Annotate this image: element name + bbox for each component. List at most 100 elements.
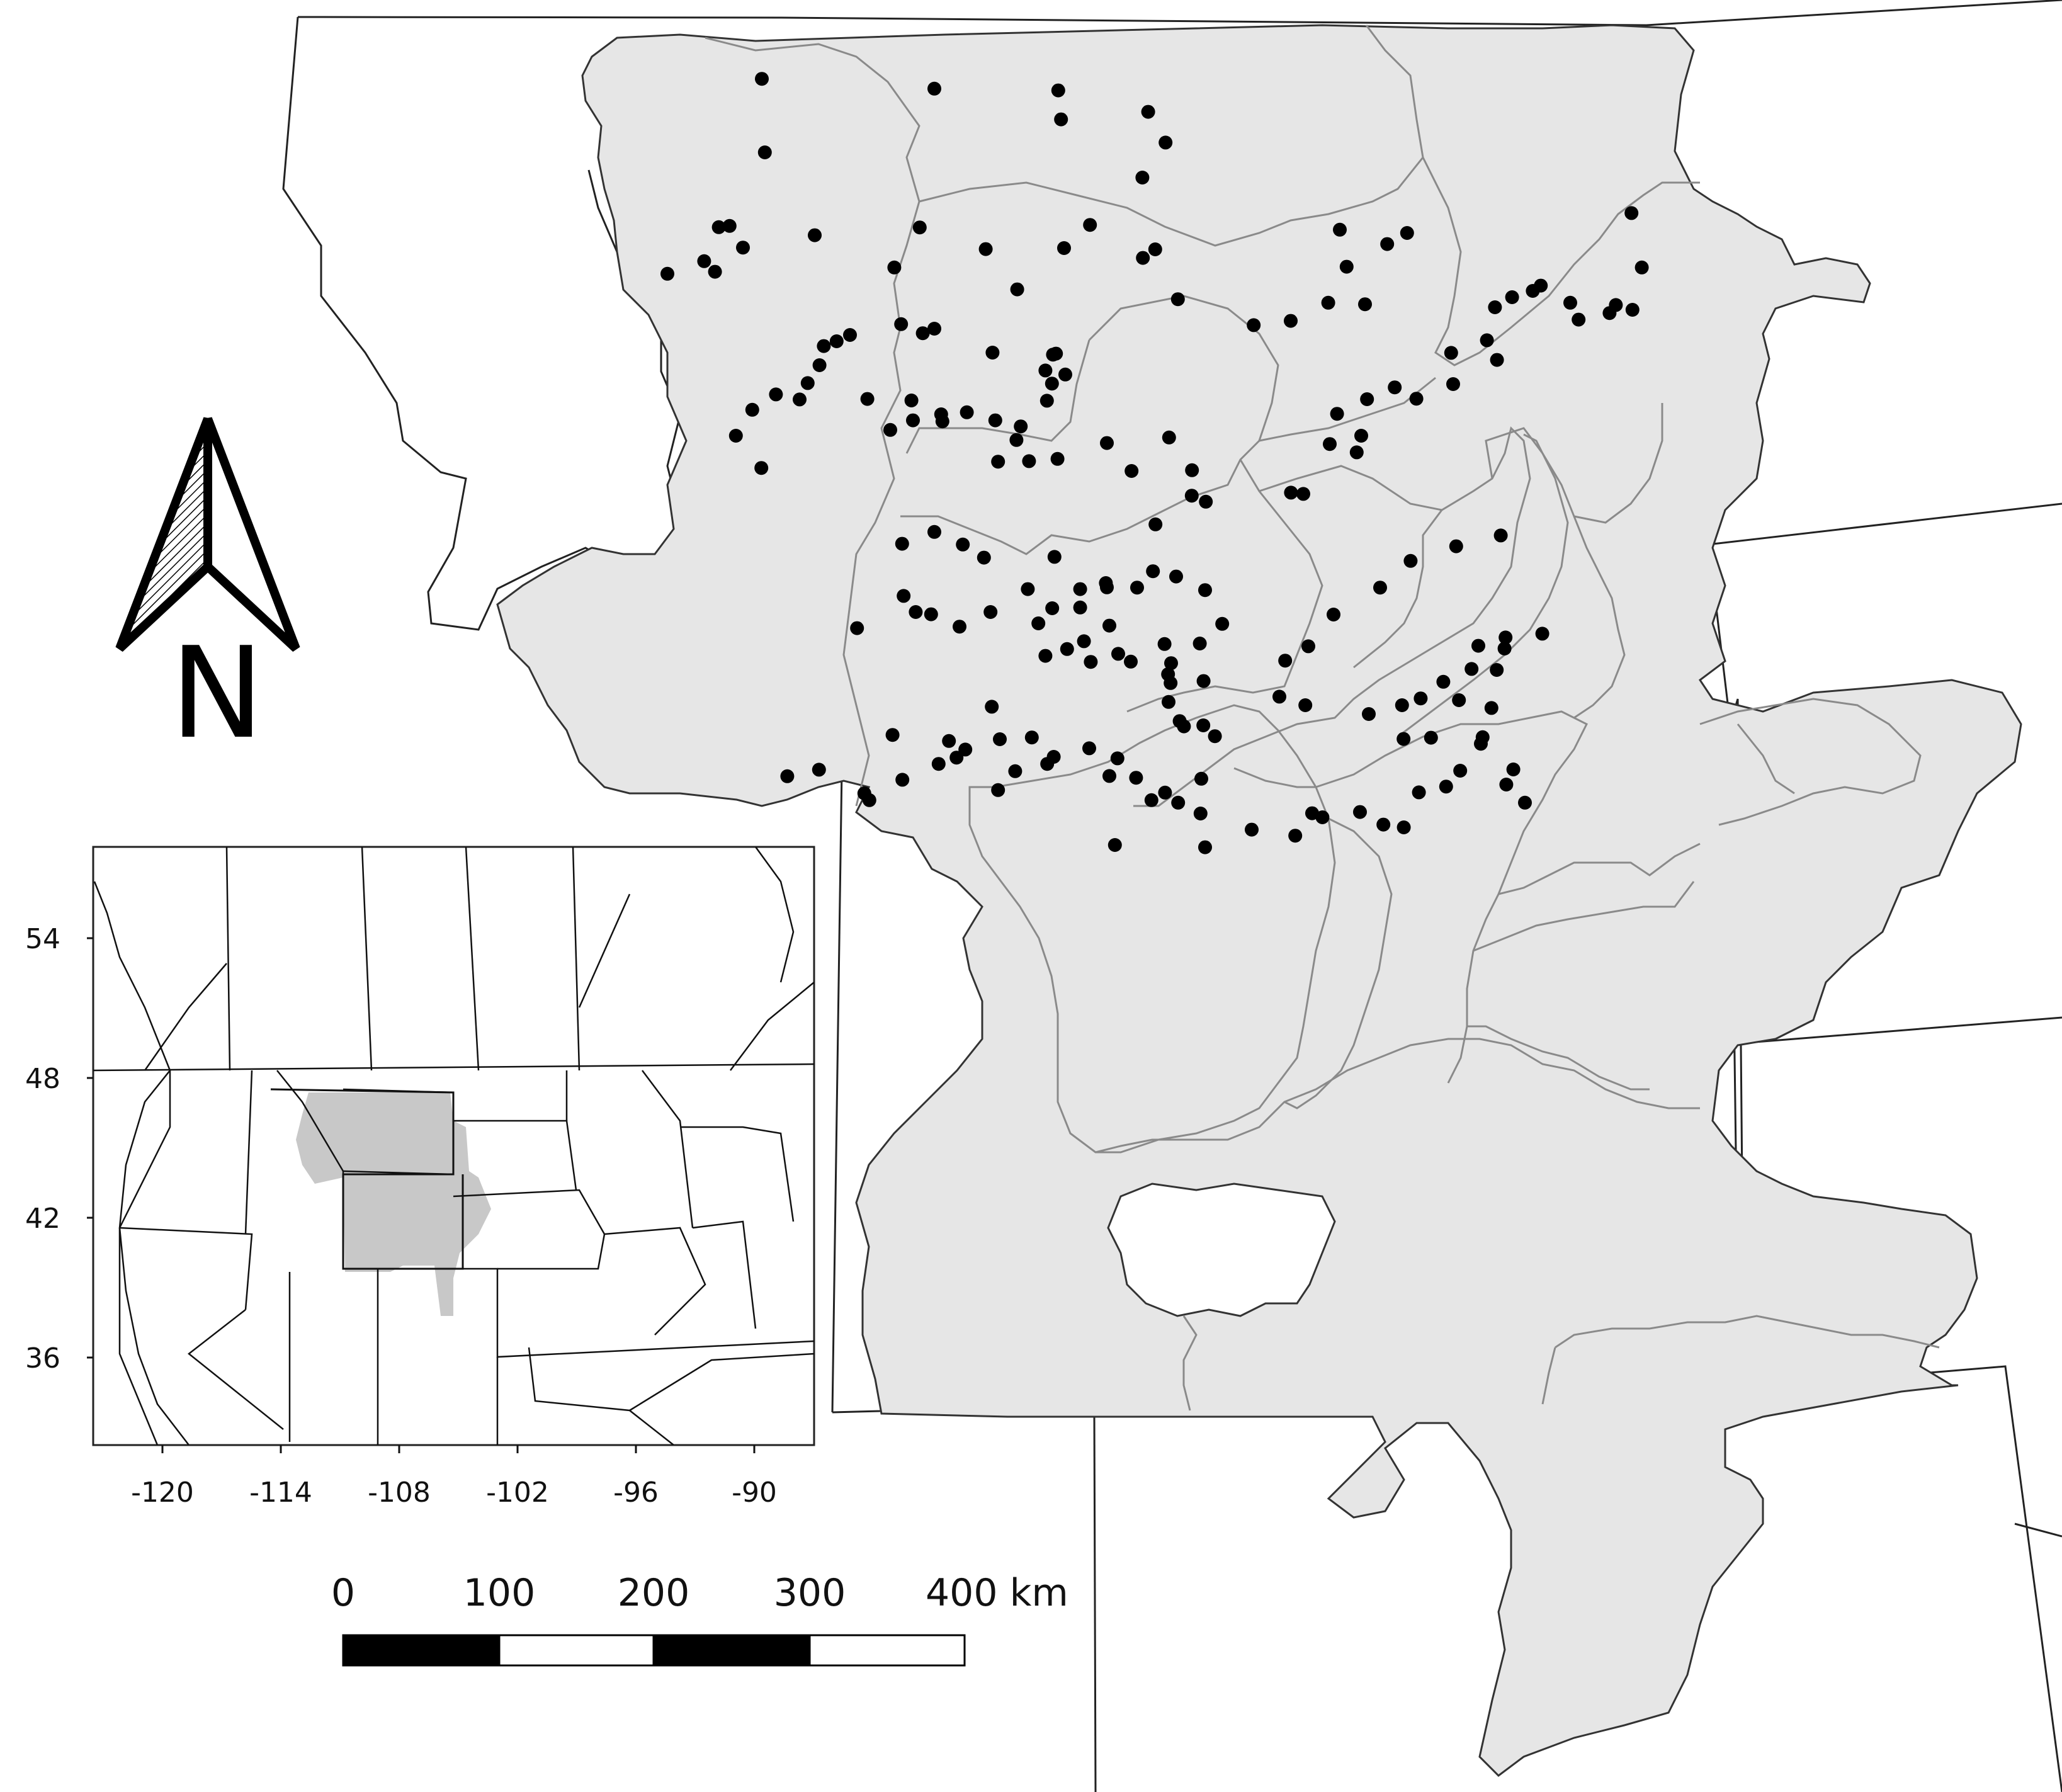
site-marker [1480, 333, 1494, 348]
site-marker [1107, 838, 1122, 852]
site-marker [1102, 769, 1116, 783]
site-marker [1110, 751, 1124, 766]
scale-label: 0 [331, 1571, 355, 1615]
inset-x-tick: -108 [368, 1477, 431, 1509]
site-marker [780, 769, 795, 783]
site-marker [1490, 663, 1504, 677]
site-marker [1452, 693, 1466, 707]
site-marker [927, 81, 941, 96]
site-marker [1170, 292, 1185, 307]
site-marker [1339, 259, 1354, 274]
site-marker [1247, 318, 1261, 332]
site-marker [1146, 564, 1160, 579]
site-marker [1161, 667, 1175, 681]
site-marker [883, 422, 897, 437]
site-marker [1413, 691, 1428, 706]
site-marker [1471, 638, 1485, 653]
site-marker [1358, 297, 1372, 312]
site-marker [1010, 282, 1024, 297]
site-marker [1172, 714, 1187, 729]
site-marker [1333, 222, 1347, 237]
site-marker [1039, 394, 1054, 408]
site-marker [728, 429, 743, 443]
site-marker [1298, 698, 1313, 712]
site-marker [1403, 553, 1418, 568]
site-marker [1148, 517, 1163, 531]
site-marker [960, 405, 974, 419]
site-marker [1148, 242, 1162, 256]
site-marker [978, 242, 993, 256]
site-marker [1321, 295, 1335, 310]
site-marker [934, 407, 948, 421]
site-marker [915, 326, 930, 341]
site-marker [942, 734, 956, 748]
site-marker [1136, 251, 1150, 265]
site-marker [843, 328, 857, 342]
site-marker [800, 376, 815, 390]
site-marker [1198, 840, 1212, 854]
scale-label: 400 km [926, 1571, 1068, 1615]
site-marker [1144, 793, 1158, 807]
site-marker [931, 757, 946, 771]
scale-segment [808, 1634, 966, 1667]
site-marker [1395, 698, 1409, 712]
site-marker [895, 773, 910, 787]
site-marker [1014, 419, 1028, 434]
site-marker [1031, 616, 1046, 630]
site-marker [1054, 112, 1068, 127]
site-marker [1315, 810, 1330, 824]
site-marker [895, 536, 909, 551]
site-marker [885, 728, 900, 742]
site-marker [956, 537, 970, 552]
inset-map: 54 48 42 36 -120 -114 -108 -102 -96 -90 [25, 846, 815, 1509]
site-marker [906, 413, 920, 428]
north-arrow-icon: N [115, 417, 300, 767]
site-marker [1192, 637, 1207, 650]
site-marker [1284, 485, 1298, 500]
site-marker [993, 732, 1007, 746]
site-marker [1497, 642, 1512, 655]
site-marker [1057, 241, 1071, 255]
site-marker [1449, 539, 1463, 553]
sub-basin-lines [705, 25, 1940, 1411]
site-marker [924, 607, 938, 621]
site-marker [1196, 718, 1211, 732]
site-marker [1077, 634, 1091, 649]
site-marker [1058, 367, 1072, 382]
site-marker [1008, 764, 1023, 778]
site-marker [793, 392, 807, 407]
site-marker [1047, 550, 1062, 564]
site-marker [1506, 763, 1521, 776]
site-marker [722, 218, 737, 233]
site-marker [1349, 445, 1364, 460]
site-marker [697, 254, 711, 268]
north-label: N [170, 620, 264, 767]
site-marker [1360, 392, 1374, 406]
site-marker [1158, 785, 1172, 800]
site-marker [862, 793, 876, 807]
inset-y-tick: 36 [25, 1342, 60, 1375]
site-marker [904, 394, 919, 407]
site-marker [660, 266, 674, 281]
site-marker [1130, 581, 1144, 595]
scale-label: 300 [774, 1571, 846, 1615]
site-marker [1634, 260, 1649, 275]
site-marker [1073, 600, 1087, 615]
site-marker [909, 605, 923, 619]
inset-x-tick: -90 [732, 1477, 777, 1509]
site-marker [1490, 353, 1504, 367]
site-marker [1284, 314, 1298, 328]
site-marker [1499, 778, 1514, 791]
inset-x-tick: -120 [131, 1477, 194, 1509]
inset-x-tick: -96 [613, 1477, 659, 1509]
scale-label: 100 [463, 1571, 536, 1615]
site-marker [1563, 295, 1577, 310]
scale-label: 200 [618, 1571, 690, 1615]
site-marker [1436, 674, 1451, 689]
site-marker [1464, 662, 1479, 676]
site-marker [1424, 730, 1438, 745]
site-marker [812, 358, 827, 372]
site-marker [1045, 601, 1060, 615]
site-marker [711, 220, 726, 234]
